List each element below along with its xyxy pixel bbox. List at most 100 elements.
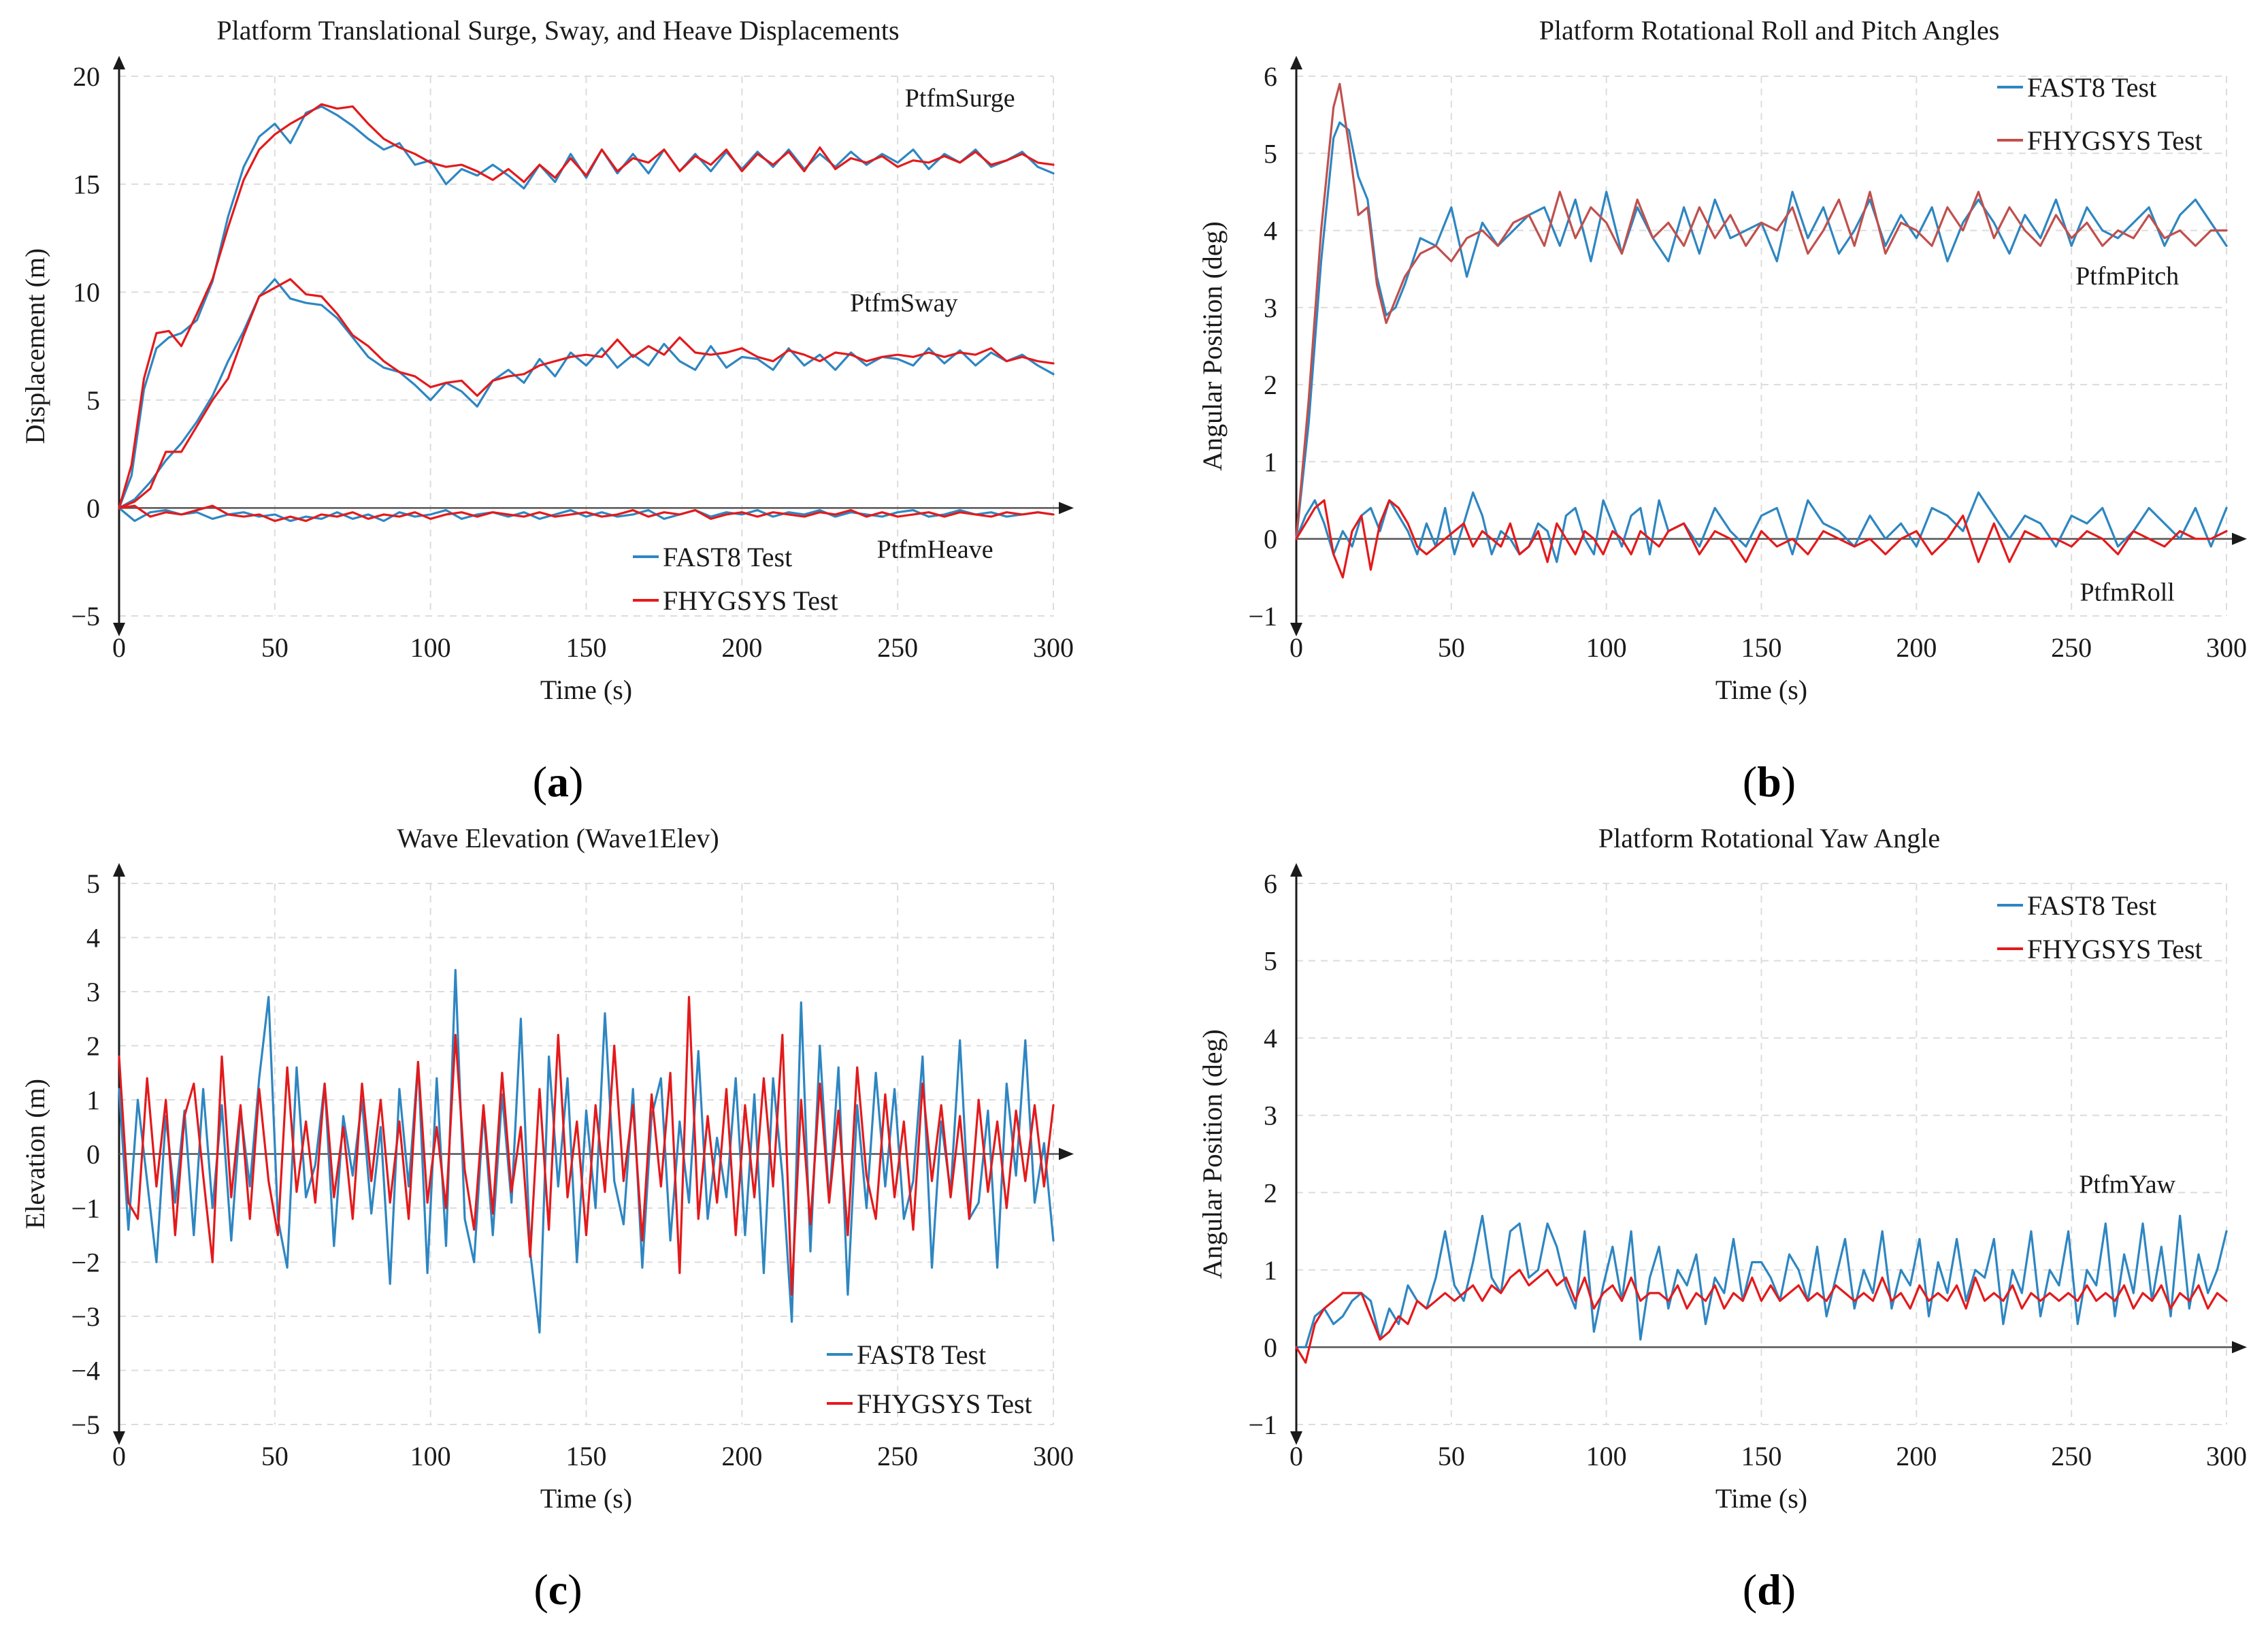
chart-a-x-tick-label: 0 bbox=[112, 632, 126, 663]
chart-c-y-tick-label: −4 bbox=[71, 1356, 100, 1386]
chart-a-caption: (a) bbox=[533, 758, 584, 806]
chart-a-y-tick-label: 20 bbox=[73, 61, 100, 92]
chart-a-x-tick-label: 300 bbox=[1033, 632, 1074, 663]
chart-b-y-tick-label: 1 bbox=[1264, 446, 1277, 477]
chart-b-x-tick-label: 300 bbox=[2206, 632, 2247, 663]
chart-a-x-tick-label: 100 bbox=[410, 632, 451, 663]
chart-b-series-ptfmroll-fast8 bbox=[1295, 491, 2228, 564]
chart-a-y-arrow-down bbox=[113, 623, 125, 636]
chart-c-caption: (c) bbox=[533, 1565, 582, 1614]
chart-d-legend-label-fast8: FAST8 Test bbox=[2027, 890, 2156, 921]
chart-c-y-tick-label: 0 bbox=[86, 1139, 100, 1170]
chart-c-x-tick-label: 150 bbox=[566, 1441, 607, 1471]
chart-d-x-tick-label: 250 bbox=[2051, 1441, 2092, 1471]
chart-d-y-tick-label: 4 bbox=[1264, 1023, 1277, 1054]
chart-b-y-axis-label: Angular Position (deg) bbox=[1197, 221, 1228, 471]
chart-c-x-tick-label: 0 bbox=[112, 1441, 126, 1471]
chart-a-title: Platform Translational Surge, Sway, and … bbox=[216, 15, 899, 46]
chart-d-x-tick-label: 200 bbox=[1896, 1441, 1937, 1471]
chart-d-y-tick-label: 0 bbox=[1264, 1332, 1277, 1363]
chart-b-x-tick-label: 150 bbox=[1741, 632, 1782, 663]
chart-d-annotation-ptfmyaw: PtfmYaw bbox=[2079, 1170, 2175, 1199]
chart-b-y-tick-label: −1 bbox=[1248, 601, 1277, 632]
chart-d-x-tick-label: 0 bbox=[1289, 1441, 1303, 1471]
chart-c-x-tick-label: 50 bbox=[261, 1441, 289, 1471]
chart-b-x-arrow bbox=[2232, 532, 2247, 545]
chart-b-series-ptfmpitch-fhygsys bbox=[1295, 82, 2228, 540]
chart-c-x-tick-label: 100 bbox=[410, 1441, 451, 1471]
chart-a-x-arrow bbox=[1059, 502, 1074, 515]
chart-a-x-tick-label: 250 bbox=[877, 632, 918, 663]
chart-c-y-tick-label: −5 bbox=[71, 1410, 100, 1440]
chart-a-series-ptfmheave-fast8 bbox=[118, 506, 1055, 523]
chart-b-annotation-ptfmpitch: PtfmPitch bbox=[2075, 262, 2179, 291]
chart-d-x-tick-label: 50 bbox=[1438, 1441, 1465, 1471]
chart-b-y-tick-label: 3 bbox=[1264, 293, 1277, 323]
chart-b-y-tick-label: 2 bbox=[1264, 370, 1277, 400]
chart-a-legend-label-fhygsys: FHYGSYS Test bbox=[663, 585, 838, 616]
chart-d-title: Platform Rotational Yaw Angle bbox=[1598, 823, 1940, 853]
chart-d-series-fhygsys bbox=[1295, 1269, 2228, 1364]
chart-c-y-axis-label: Elevation (m) bbox=[20, 1079, 50, 1229]
chart-b-annotation-ptfmroll: PtfmRoll bbox=[2080, 578, 2174, 606]
chart-c-y-tick-label: 2 bbox=[86, 1031, 100, 1062]
chart-c-y-tick-label: 4 bbox=[86, 923, 100, 954]
chart-d-x-tick-label: 100 bbox=[1586, 1441, 1627, 1471]
chart-c-x-tick-label: 200 bbox=[721, 1441, 762, 1471]
chart-a-y-tick-label: −5 bbox=[71, 601, 100, 632]
chart-c-series-fhygsys bbox=[118, 996, 1055, 1296]
chart-b-x-tick-label: 200 bbox=[1896, 632, 1937, 663]
chart-a-annotation-ptfmsurge: PtfmSurge bbox=[905, 84, 1015, 112]
chart-a-series-ptfmheave-fhygsys bbox=[118, 504, 1055, 523]
chart-a-series-ptfmsway-fast8 bbox=[118, 278, 1055, 510]
chart-a-legend-label-fast8: FAST8 Test bbox=[663, 542, 792, 572]
chart-b-series-ptfmroll-fhygsys bbox=[1295, 499, 2228, 579]
chart-c-y-arrow-down bbox=[113, 1431, 125, 1445]
chart-b-series-ptfmpitch-fast8 bbox=[1295, 121, 2228, 540]
chart-d-y-tick-label: 3 bbox=[1264, 1101, 1277, 1131]
chart-d-y-arrow-down bbox=[1290, 1431, 1302, 1445]
chart-d-series-fast8 bbox=[1295, 1214, 2228, 1349]
chart-b-y-tick-label: 6 bbox=[1264, 61, 1277, 92]
chart-d-caption: (d) bbox=[1743, 1565, 1796, 1614]
chart-b-y-arrow-up bbox=[1290, 56, 1302, 69]
chart-b-x-tick-label: 100 bbox=[1586, 632, 1627, 663]
chart-c-y-tick-label: −3 bbox=[71, 1301, 100, 1332]
chart-a-annotation-ptfmheave: PtfmHeave bbox=[877, 535, 993, 564]
chart-d-y-tick-label: 5 bbox=[1264, 946, 1277, 977]
chart-a-series-ptfmsurge-fhygsys bbox=[118, 103, 1055, 510]
chart-d-y-tick-label: −1 bbox=[1248, 1410, 1277, 1440]
chart-b-y-arrow-down bbox=[1290, 623, 1302, 636]
chart-c-y-tick-label: 5 bbox=[86, 868, 100, 899]
chart-c-legend-label-fast8: FAST8 Test bbox=[857, 1339, 986, 1370]
chart-b-legend-label-fast8: FAST8 Test bbox=[2027, 72, 2156, 103]
chart-b-x-tick-label: 50 bbox=[1438, 632, 1465, 663]
chart-a-x-axis-label: Time (s) bbox=[540, 674, 632, 705]
chart-a-y-tick-label: 15 bbox=[73, 169, 100, 200]
chart-a-x-tick-label: 50 bbox=[261, 632, 289, 663]
chart-c-y-arrow-up bbox=[113, 863, 125, 877]
chart-d-x-tick-label: 300 bbox=[2206, 1441, 2247, 1471]
chart-d-y-tick-label: 6 bbox=[1264, 868, 1277, 899]
chart-d-y-arrow-up bbox=[1290, 863, 1302, 877]
chart-c-series-fast8 bbox=[118, 968, 1055, 1334]
chart-d-y-tick-label: 1 bbox=[1264, 1255, 1277, 1286]
chart-c-y-tick-label: −1 bbox=[71, 1193, 100, 1224]
chart-c-legend-label-fhygsys: FHYGSYS Test bbox=[857, 1388, 1032, 1419]
chart-c-y-tick-label: 1 bbox=[86, 1085, 100, 1116]
chart-b-x-tick-label: 0 bbox=[1289, 632, 1303, 663]
chart-b-legend-label-fhygsys: FHYGSYS Test bbox=[2027, 125, 2203, 156]
chart-d-y-axis-label: Angular Position (deg) bbox=[1197, 1029, 1228, 1279]
chart-b-y-tick-label: 5 bbox=[1264, 138, 1277, 169]
chart-c-title: Wave Elevation (Wave1Elev) bbox=[397, 823, 719, 853]
chart-b-caption: (b) bbox=[1743, 758, 1796, 806]
chart-c-x-axis-label: Time (s) bbox=[540, 1483, 632, 1514]
chart-d-x-arrow bbox=[2232, 1341, 2247, 1354]
chart-c-x-tick-label: 300 bbox=[1033, 1441, 1074, 1471]
chart-c-y-tick-label: −2 bbox=[71, 1248, 100, 1278]
chart-a-x-tick-label: 150 bbox=[566, 632, 607, 663]
chart-d-x-axis-label: Time (s) bbox=[1715, 1483, 1807, 1514]
chart-d-y-tick-label: 2 bbox=[1264, 1177, 1277, 1208]
chart-b-y-tick-label: 4 bbox=[1264, 216, 1277, 246]
